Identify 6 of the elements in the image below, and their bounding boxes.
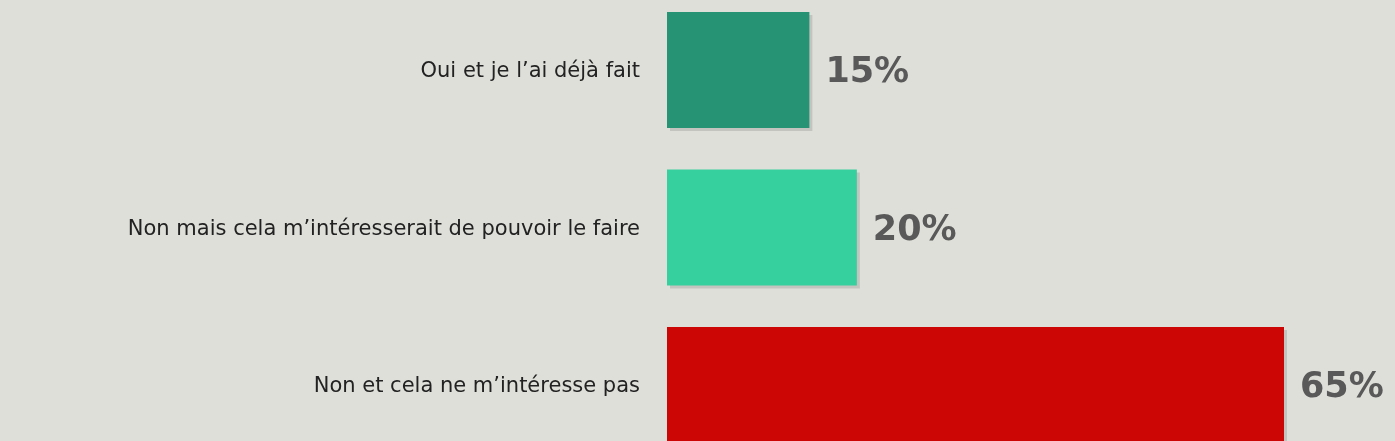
data-label: 15% bbox=[825, 50, 910, 91]
y-tick-label: Oui et je l’ai déjà fait bbox=[420, 58, 640, 83]
y-tick-label: Non mais cela m’intéresserait de pouvoir le faire bbox=[127, 215, 640, 240]
data-label: 20% bbox=[872, 207, 957, 248]
data-label: 65% bbox=[1300, 365, 1384, 406]
y-tick-label: Non et cela ne m’intéresse pas bbox=[313, 373, 640, 398]
